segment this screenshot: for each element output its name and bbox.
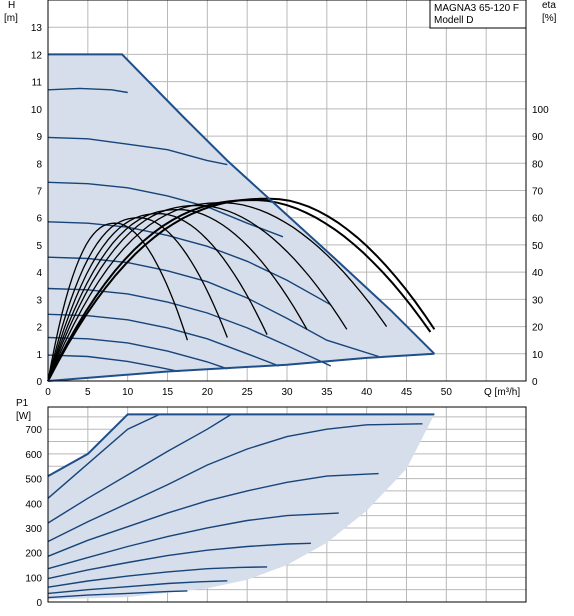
head-tick-label: 2 [36,323,42,334]
eta-tick-label: 0 [532,377,538,388]
head-tick-label: 3 [36,295,42,306]
flow-axis-ticks: 0 5 10 15 20 25 30 35 40 45 50 [45,387,452,398]
power-tick-label: 300 [25,524,42,535]
flow-tick-label: 45 [401,387,413,398]
head-tick-label: 11 [32,78,43,89]
head-tick-label: 1 [36,350,42,361]
head-speed-curve [47,287,332,367]
eta-tick-label: 70 [532,187,544,198]
power-tick-label: 100 [25,573,42,584]
flow-tick-label: 30 [281,387,293,398]
power-operating-region [48,414,435,600]
head-envelope [47,53,436,382]
legend-model-variant: Modell D [434,15,473,26]
head-tick-label: 5 [36,241,42,252]
power-axis-titles: P1 [W] [16,398,31,422]
power-chart-panel: 0 100 200 300 400 500 600 700 [25,406,527,609]
flow-tick-label: 50 [441,387,453,398]
legend-frame [429,0,527,29]
power-speed-curve [47,413,160,499]
flow-axis-label: Q [m³/h] [484,387,520,398]
eta-tick-label: 50 [532,241,544,252]
power-speed-curve [47,542,311,580]
efficiency-curve [47,197,436,382]
power-axis-unit: [W] [16,411,31,422]
head-speed-curve [47,181,284,238]
flow-tick-label: 20 [202,387,214,398]
eta-tick-label: 30 [532,295,544,306]
flow-tick-label: 5 [85,387,91,398]
head-speed-curve [47,136,228,166]
power-speed-curves [47,413,423,599]
power-speed-curve [47,413,232,524]
flow-tick-label: 40 [361,387,373,398]
power-plot-frame [47,406,527,603]
power-speed-curve [47,512,339,570]
head-axis-symbol: H [8,0,15,11]
flow-tick-label: 10 [122,387,134,398]
head-tick-label: 9 [36,132,42,143]
power-tick-label: 700 [25,425,42,436]
head-speed-curve [47,336,228,370]
head-speed-curve [47,221,332,306]
head-tick-label: 13 [31,23,43,34]
head-region-fill [48,54,435,382]
power-region-fill [48,414,435,600]
eta-tick-label: 40 [532,268,544,279]
head-tick-label: 4 [36,268,42,279]
head-tick-label: 12 [31,50,43,61]
efficiency-curve [47,204,348,382]
eta-tick-label: 10 [532,350,544,361]
head-max-curve [48,53,436,355]
power-speed-curve [47,590,188,599]
eta-tick-label: 60 [532,214,544,225]
power-tick-label: 0 [36,598,42,609]
power-speed-curve [47,423,423,543]
flow-tick-label: 15 [162,387,174,398]
flow-tick-label: 35 [321,387,333,398]
power-max-curve [47,413,435,477]
eta-axis-unit: [%] [542,13,557,24]
power-tick-label: 200 [25,549,42,560]
head-tick-label: 8 [36,159,42,170]
model-legend: MAGNA3 65-120 F Modell D [429,0,527,29]
power-speed-curve [47,566,268,588]
flow-tick-label: 0 [45,387,51,398]
power-axis-ticks: 0 100 200 300 400 500 600 700 [25,425,42,609]
power-envelope [47,413,435,477]
head-axis-unit: [m] [4,13,18,24]
power-tick-label: 400 [25,499,42,510]
power-axis-symbol: P1 [16,398,29,409]
head-min-curve [47,352,435,382]
head-plot-frame [47,0,527,382]
head-operating-region [48,54,435,382]
head-tick-label: 0 [36,377,42,388]
eta-tick-label: 90 [532,132,544,143]
head-speed-curve [47,354,180,373]
power-speed-curve [47,472,379,557]
eta-tick-label: 100 [532,105,549,116]
eta-axis-symbol: eta [542,0,556,11]
eta-tick-label: 80 [532,159,544,170]
head-speed-curve [47,313,280,367]
head-tick-label: 7 [36,187,42,198]
eta-axis-ticks: 0 10 20 30 40 50 60 70 80 90 100 [532,105,549,388]
power-tick-label: 600 [25,450,42,461]
head-speed-curve [47,87,128,94]
head-axis-titles: H [m] eta [%] Q [m³/h] [4,0,557,398]
head-tick-label: 10 [31,105,43,116]
legend-model-name: MAGNA3 65-120 F [434,3,519,14]
eta-tick-label: 20 [532,323,544,334]
head-tick-label: 6 [36,214,42,225]
power-tick-label: 500 [25,475,42,486]
power-speed-curve [47,580,228,595]
efficiency-curves [47,197,436,382]
flow-tick-label: 25 [242,387,254,398]
